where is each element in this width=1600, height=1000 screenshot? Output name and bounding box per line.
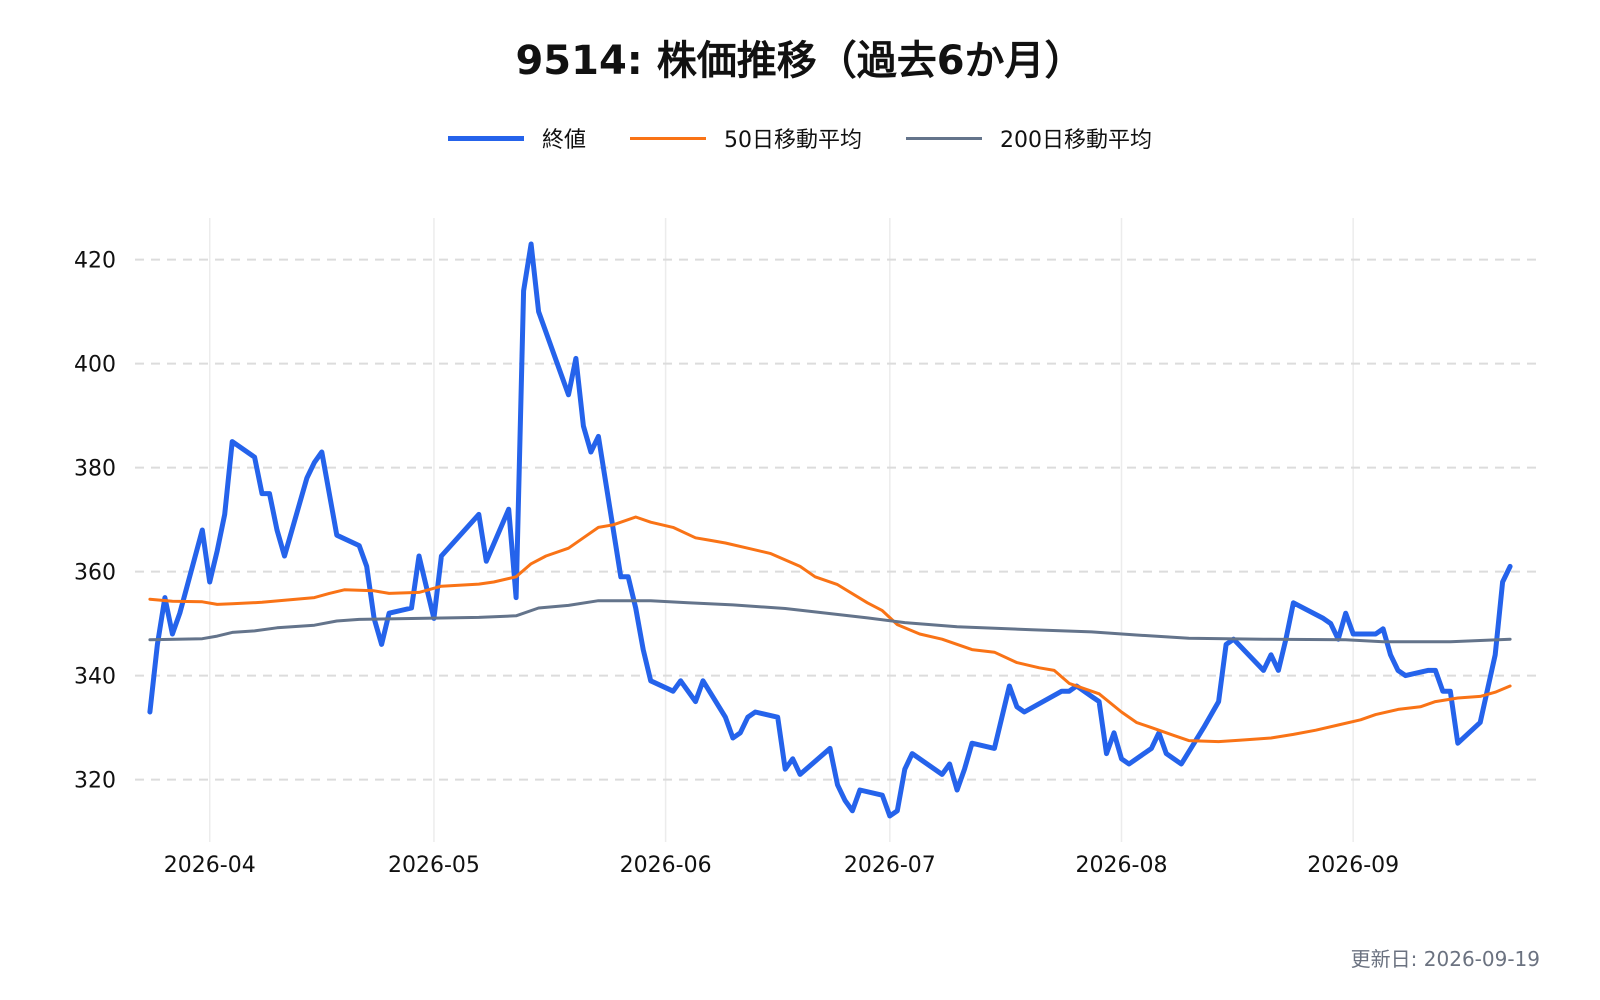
updated-date: 更新日: 2026-09-19 [1350, 947, 1540, 971]
legend-label-ma200: 200日移動平均 [1000, 128, 1152, 153]
y-tick-label-5: 420 [74, 249, 116, 274]
legend-label-close: 終値 [541, 128, 586, 153]
x-tick-label-1: 2026-05 [388, 853, 480, 878]
x-tick-label-3: 2026-07 [844, 853, 936, 878]
legend: 終値 50日移動平均 200日移動平均 [0, 122, 1600, 154]
ma50-line [148, 515, 1512, 744]
legend-label-ma50: 50日移動平均 [724, 128, 862, 153]
y-tick-label-0: 320 [74, 769, 116, 794]
close-price-line [147, 241, 1513, 819]
legend-swatch-close [447, 135, 524, 141]
legend-item-ma50[interactable]: 50日移動平均 [630, 122, 862, 154]
legend-swatch-ma50 [630, 136, 706, 140]
x-tick-label-0: 2026-04 [164, 853, 256, 878]
x-tick-label-4: 2026-08 [1076, 853, 1168, 878]
x-tick-label-5: 2026-09 [1307, 853, 1399, 878]
legend-swatch-ma200 [906, 136, 982, 140]
y-tick-label-3: 380 [74, 457, 116, 482]
legend-item-close[interactable]: 終値 [447, 122, 586, 154]
legend-item-ma200[interactable]: 200日移動平均 [906, 122, 1152, 154]
y-tick-label-4: 400 [74, 353, 116, 378]
chart-title: 9514: 株価推移（過去6か月） [515, 38, 1085, 84]
x-tick-label-2: 2026-06 [620, 853, 712, 878]
y-tick-label-2: 360 [74, 561, 116, 586]
ma200-line [148, 599, 1512, 644]
y-tick-label-1: 340 [74, 665, 116, 690]
